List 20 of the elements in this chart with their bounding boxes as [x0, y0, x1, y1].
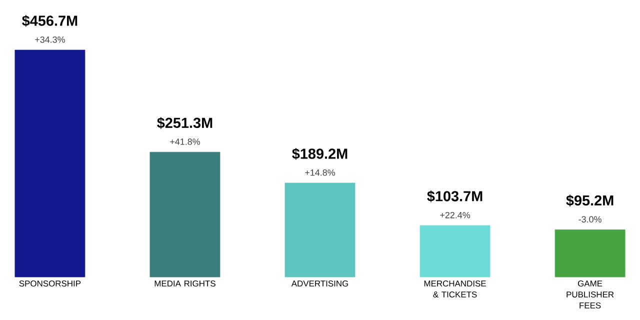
bar — [284, 182, 356, 278]
bar — [554, 229, 626, 278]
data-label: $103.7M — [427, 190, 482, 202]
data-label: $251.3M — [157, 117, 212, 129]
data-label: $95.2M — [566, 194, 614, 206]
annotation: +14.8% — [305, 169, 336, 176]
bar — [420, 225, 490, 278]
annotation: +22.4% — [440, 212, 470, 218]
x-tick-label: MEDIA RIGHTS — [154, 280, 216, 287]
annotation: +41.8% — [170, 138, 200, 145]
bar — [150, 152, 220, 278]
data-label: $456.7M — [22, 14, 78, 27]
x-tick-label: ADVERTISING — [291, 280, 348, 287]
bar — [14, 50, 86, 278]
x-tick-label: MERCHANDISE & TICKETS — [424, 280, 486, 298]
annotation: -3.0% — [578, 216, 602, 222]
x-tick-label: GAME PUBLISHER FEES — [566, 280, 614, 308]
x-tick-label: SPONSORSHIP — [19, 280, 81, 287]
annotation: +34.3% — [35, 36, 65, 43]
data-label: $189.2M — [292, 148, 348, 160]
